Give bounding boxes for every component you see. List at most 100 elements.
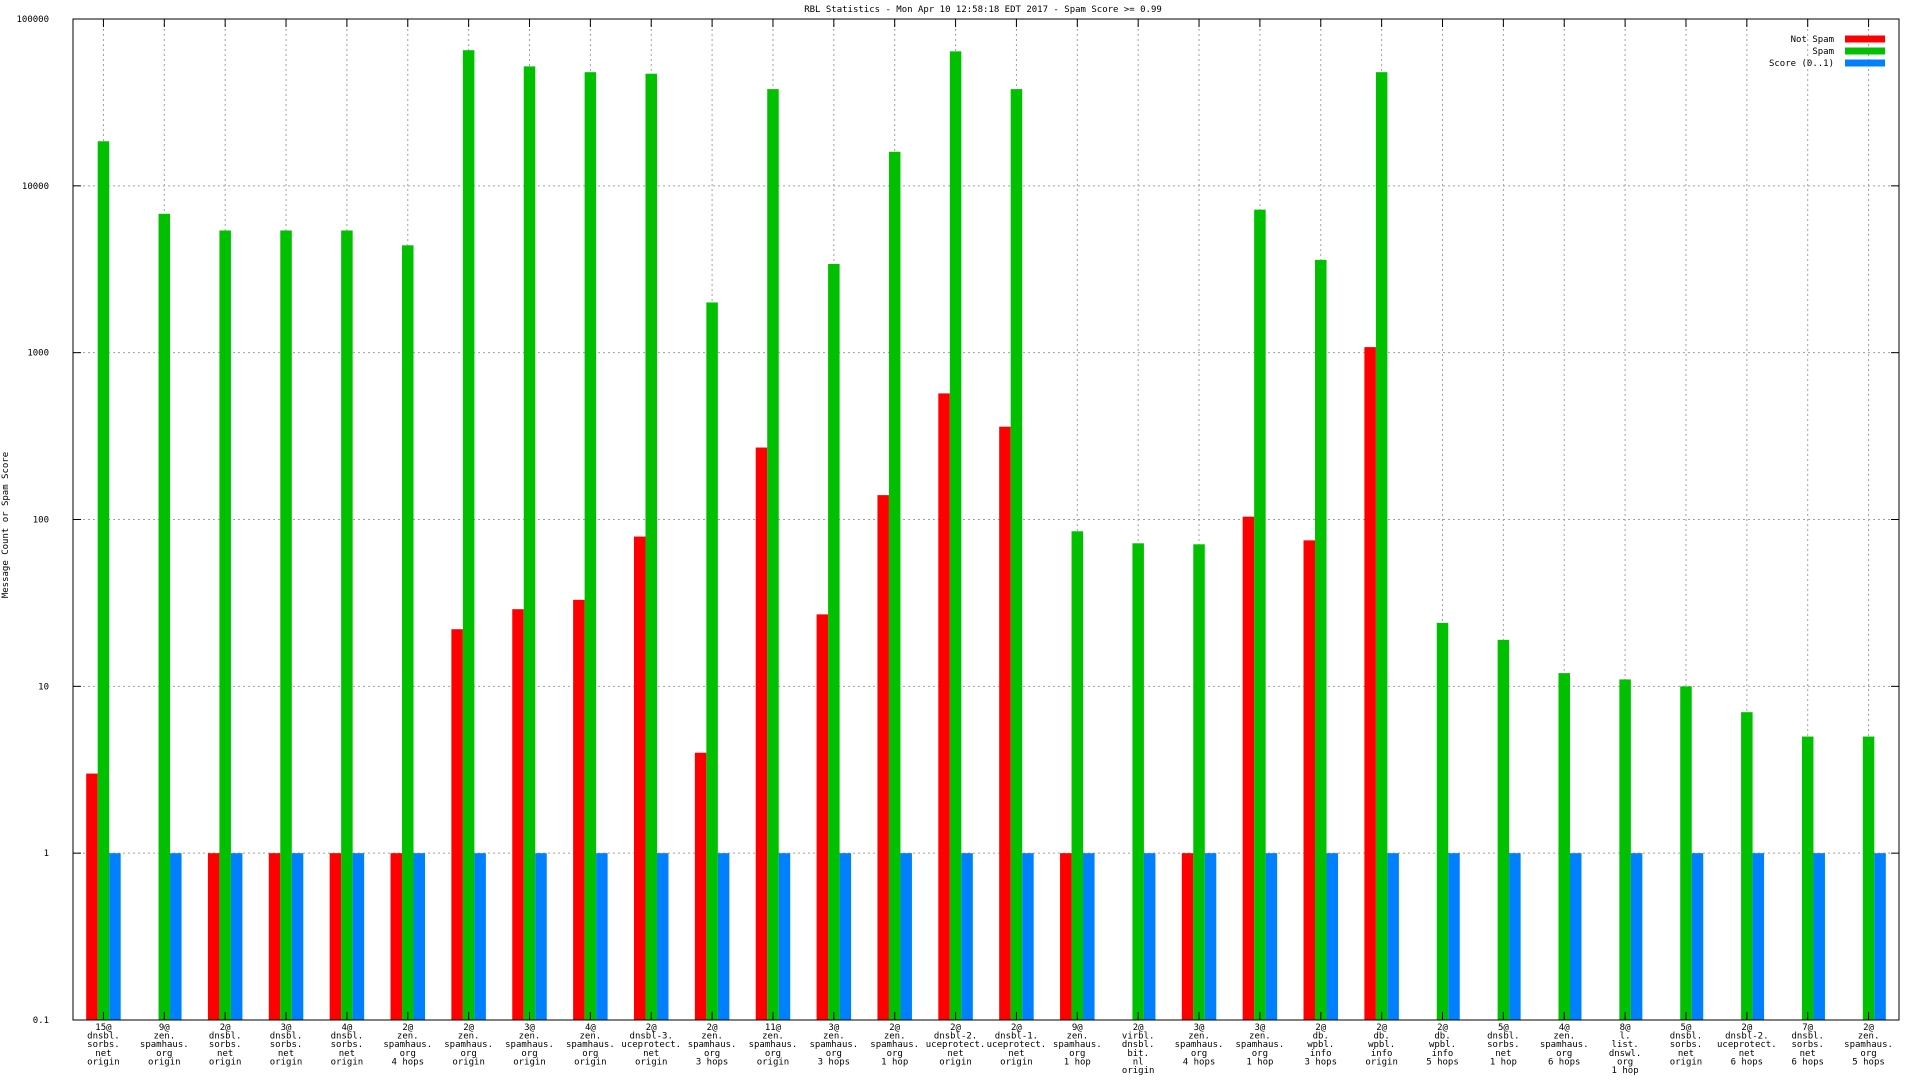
bar-score-0-1 xyxy=(230,853,243,1020)
bar-spam xyxy=(828,263,840,1020)
x-tick-label: 2@ dnsbl-3. uceprotect. net origin xyxy=(621,1023,681,1067)
bar-not-spam xyxy=(86,773,98,1020)
bar-score-0-1 xyxy=(291,853,304,1020)
x-tick-label: 9@ zen. spamhaus. org origin xyxy=(140,1023,189,1067)
bar-score-0-1 xyxy=(1874,853,1886,1020)
bar-spam xyxy=(584,72,597,1021)
bar-score-0-1 xyxy=(413,853,426,1020)
bar-not-spam xyxy=(268,853,281,1020)
bar-not-spam xyxy=(694,752,707,1020)
x-tick-label: 2@ dnsbl. sorbs. net origin xyxy=(209,1023,242,1067)
y-tick-label: 1 xyxy=(44,849,49,859)
x-tick-label: 2@ dnsbl-2. uceprotect. net origin xyxy=(926,1023,986,1067)
bar-spam xyxy=(219,230,231,1020)
x-tick-label: 8@ l. list. dnswl. org 1 hop xyxy=(1609,1023,1642,1076)
bar-not-spam xyxy=(1242,516,1255,1020)
bar-not-spam xyxy=(877,495,889,1020)
bar-spam xyxy=(1071,531,1084,1020)
bar-score-0-1 xyxy=(717,853,730,1020)
x-tick-label: 4@ zen. spamhaus. org origin xyxy=(566,1023,615,1067)
x-tick-label: 2@ zen. spamhaus. org 1 hop xyxy=(870,1023,919,1067)
bar-spam xyxy=(1801,736,1814,1020)
legend-label: Not Spam xyxy=(1791,35,1834,45)
bar-score-0-1 xyxy=(170,853,182,1020)
x-tick-label: 2@ zen. spamhaus. org 3 hops xyxy=(688,1023,737,1067)
bar-spam xyxy=(1010,89,1023,1021)
bar-not-spam xyxy=(512,609,524,1020)
y-axis-ticks: 0.1 1 10 100 1000 10000 100000 xyxy=(16,15,1899,1026)
bar-spam xyxy=(1741,712,1753,1020)
x-tick-label: 3@ zen. spamhaus. org 4 hops xyxy=(1175,1023,1224,1067)
bar-score-0-1 xyxy=(1569,853,1582,1020)
x-tick-label: 3@ zen. spamhaus. org 1 hop xyxy=(1236,1023,1285,1067)
x-tick-label: 2@ virbl. dnsbl. bit. nl origin xyxy=(1122,1023,1155,1076)
bar-spam xyxy=(1132,543,1144,1020)
bar-score-0-1 xyxy=(1326,853,1339,1020)
x-tick-label: 7@ dnsbl. sorbs. net 6 hops xyxy=(1791,1023,1824,1067)
bar-spam xyxy=(888,151,901,1021)
bar-not-spam xyxy=(1060,853,1072,1020)
bar-not-spam xyxy=(1303,540,1316,1020)
bar-score-0-1 xyxy=(1022,853,1034,1020)
bar-score-0-1 xyxy=(535,853,547,1020)
legend-swatch xyxy=(1845,59,1885,67)
x-tick-label: 3@ zen. spamhaus. org 3 hops xyxy=(809,1023,858,1067)
x-tick-label: 4@ dnsbl. sorbs. net origin xyxy=(331,1023,364,1067)
y-tick-label: 10000 xyxy=(22,182,49,192)
bar-spam xyxy=(280,230,292,1020)
bar-not-spam xyxy=(938,393,950,1020)
x-tick-label: 15@ dnsbl. sorbs. net origin xyxy=(87,1023,120,1067)
bar-spam xyxy=(1375,72,1388,1021)
x-tick-label: 3@ dnsbl. sorbs. net origin xyxy=(270,1023,303,1067)
legend-swatch xyxy=(1845,47,1885,55)
bar-score-0-1 xyxy=(1691,853,1704,1020)
x-tick-label: 2@ db. wpbl. info 5 hops xyxy=(1426,1023,1459,1067)
bar-spam xyxy=(523,66,536,1020)
bar-not-spam xyxy=(1364,347,1376,1021)
x-tick-label: 2@ zen. spamhaus. org origin xyxy=(444,1023,493,1067)
bar-spam xyxy=(706,302,718,1020)
bar-spam xyxy=(158,213,171,1020)
bar-not-spam xyxy=(999,426,1011,1020)
bar-spam xyxy=(97,141,110,1020)
x-tick-label: 11@ zen. spamhaus. org origin xyxy=(749,1023,798,1067)
bar-score-0-1 xyxy=(1813,853,1825,1020)
bar-spam xyxy=(402,245,414,1020)
bar-not-spam xyxy=(1181,853,1194,1020)
bar-spam xyxy=(949,51,962,1021)
bar-spam xyxy=(341,230,353,1020)
legend-swatch xyxy=(1845,35,1885,43)
bar-score-0-1 xyxy=(778,853,791,1020)
y-tick-label: 0.1 xyxy=(33,1016,49,1026)
y-axis-label: Message Count or Spam Score xyxy=(1,452,11,598)
x-tick-label: 2@ db. wpbl. info 3 hops xyxy=(1305,1023,1338,1067)
legend-label: Score (0..1) xyxy=(1769,59,1834,69)
bar-score-0-1 xyxy=(1448,853,1460,1020)
bar-not-spam xyxy=(451,629,463,1020)
bar-not-spam xyxy=(816,614,829,1020)
chart-title: RBL Statistics - Mon Apr 10 12:58:18 EDT… xyxy=(804,5,1162,15)
legend-label: Spam xyxy=(1812,47,1834,57)
bar-not-spam xyxy=(633,536,646,1020)
x-tick-label: 2@ zen. spamhaus. org 4 hops xyxy=(383,1023,432,1067)
bar-not-spam xyxy=(207,853,220,1020)
x-tick-label: 9@ zen. spamhaus. org 1 hop xyxy=(1053,1023,1102,1067)
bar-not-spam xyxy=(390,853,403,1020)
x-tick-label: 5@ dnsbl. sorbs. net 1 hop xyxy=(1487,1023,1520,1067)
bar-spam xyxy=(1619,679,1631,1020)
x-tick-label: 2@ dnsbl-1. uceprotect. net origin xyxy=(987,1023,1047,1067)
x-axis-ticks: 15@ dnsbl. sorbs. net origin 9@ zen. spamhaus. o… xyxy=(87,19,1893,1076)
x-tick-label: 2@ dnsbl-2. uceprotect. net 6 hops xyxy=(1717,1023,1777,1067)
bar-not-spam xyxy=(329,853,342,1020)
bar-score-0-1 xyxy=(1387,853,1399,1020)
bar-score-0-1 xyxy=(1752,853,1765,1020)
bar-spam xyxy=(767,89,779,1021)
y-tick-label: 1000 xyxy=(27,349,49,359)
bar-score-0-1 xyxy=(839,853,852,1020)
bar-not-spam xyxy=(573,599,585,1020)
x-tick-label: 2@ zen. spamhaus. org 5 hops xyxy=(1844,1023,1893,1067)
bar-spam xyxy=(1436,622,1449,1020)
bar-spam xyxy=(1315,259,1327,1020)
